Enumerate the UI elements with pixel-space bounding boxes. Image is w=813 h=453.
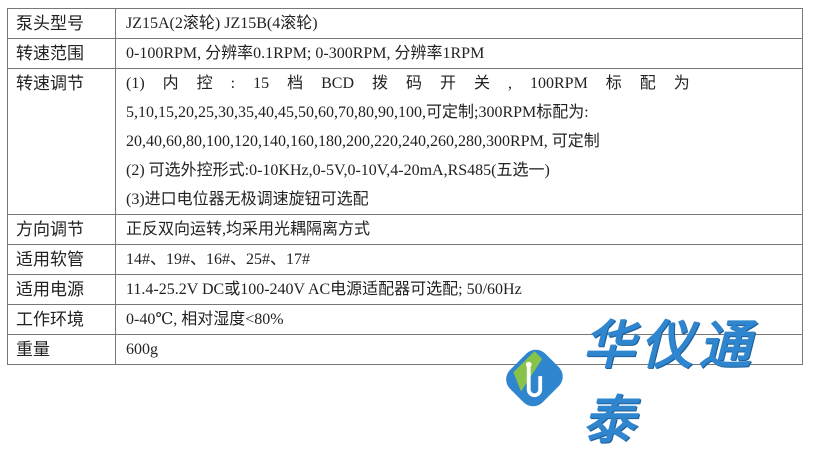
row-value: (1) 内 控 : 15 档 BCD 拨 码 开 关 , 100RPM 标 配 …	[115, 68, 803, 215]
value-line: 600g	[126, 341, 158, 358]
value-line: JZ15A(2滚轮) JZ15B(4滚轮)	[126, 15, 318, 32]
table-row: 转速范围 0-100RPM, 分辨率0.1RPM; 0-300RPM, 分辨率1…	[7, 38, 803, 69]
value-line: 正反双向运转,均采用光耦隔离方式	[126, 221, 371, 238]
logo-text: 华仪通泰	[582, 318, 757, 450]
table-row: 泵头型号 JZ15A(2滚轮) JZ15B(4滚轮)	[7, 8, 803, 39]
row-label: 泵头型号	[7, 8, 116, 39]
table-row: 工作环境 0-40℃, 相对湿度<80%	[7, 304, 803, 335]
value-line: 0-100RPM, 分辨率0.1RPM; 0-300RPM, 分辨率1RPM	[126, 45, 485, 62]
row-label: 转速范围	[7, 38, 116, 69]
row-label: 工作环境	[7, 304, 116, 335]
value-line: (2) 可选外控形式:0-10KHz,0-5V,0-10V,4-20mA,RS4…	[126, 162, 550, 179]
row-value: JZ15A(2滚轮) JZ15B(4滚轮)	[115, 8, 803, 39]
row-label: 方向调节	[7, 214, 116, 245]
row-label: 适用软管	[7, 244, 116, 275]
row-label: 转速调节	[7, 68, 116, 215]
value-line: 11.4-25.2V DC或100-240V AC电源适配器可选配; 50/60…	[126, 281, 522, 298]
row-value: 0-100RPM, 分辨率0.1RPM; 0-300RPM, 分辨率1RPM	[115, 38, 803, 69]
value-line: (3)进口电位器无极调速旋钮可选配	[126, 191, 369, 208]
row-value: 正反双向运转,均采用光耦隔离方式	[115, 214, 803, 245]
spec-table: 泵头型号 JZ15A(2滚轮) JZ15B(4滚轮) 转速范围 0-100RPM…	[7, 8, 803, 365]
value-line: 20,40,60,80,100,120,140,160,180,200,220,…	[126, 133, 600, 150]
value-line: (1) 内 控 : 15 档 BCD 拨 码 开 关 , 100RPM 标 配 …	[126, 75, 690, 92]
value-line: 0-40℃, 相对湿度<80%	[126, 311, 284, 328]
table-row: 适用软管 14#、19#、16#、25#、17#	[7, 244, 803, 275]
row-value: 600g	[115, 334, 803, 365]
row-label: 适用电源	[7, 274, 116, 305]
table-row: 转速调节 (1) 内 控 : 15 档 BCD 拨 码 开 关 , 100RPM…	[7, 68, 803, 215]
table-row: 重量 600g	[7, 334, 803, 365]
row-label: 重量	[7, 334, 116, 365]
logo-mark-icon	[506, 349, 563, 407]
row-value: 0-40℃, 相对湿度<80%	[115, 304, 803, 335]
brand-logo: 华仪通泰	[500, 318, 805, 450]
row-value: 11.4-25.2V DC或100-240V AC电源适配器可选配; 50/60…	[115, 274, 803, 305]
table-row: 方向调节 正反双向运转,均采用光耦隔离方式	[7, 214, 803, 245]
row-value: 14#、19#、16#、25#、17#	[115, 244, 803, 275]
value-line: 14#、19#、16#、25#、17#	[126, 251, 311, 268]
value-line: 5,10,15,20,25,30,35,40,45,50,60,70,80,90…	[126, 104, 589, 121]
table-row: 适用电源 11.4-25.2V DC或100-240V AC电源适配器可选配; …	[7, 274, 803, 305]
